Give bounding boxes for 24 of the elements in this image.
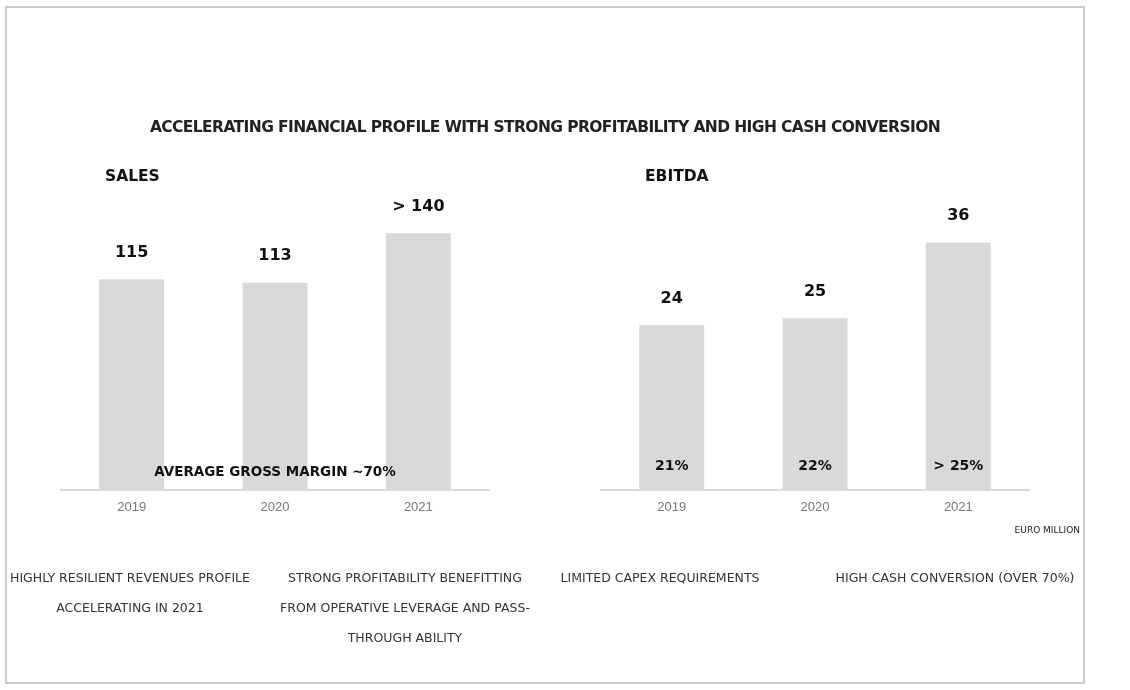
annotation: 22% (798, 457, 832, 473)
text: EURO MILLION (1014, 525, 1080, 535)
data-label: > 140 (392, 195, 445, 215)
x-tick-label: 2019 (117, 499, 147, 514)
annotation: 21% (654, 457, 689, 473)
data-label: 115 (114, 241, 149, 261)
chart-title: SALES (105, 167, 160, 185)
x-tick-label: 2019 (657, 499, 687, 514)
data-label: 113 (258, 245, 292, 265)
annotation: AVERAGE GROSS MARGIN ~70% (154, 463, 397, 479)
data-label: 24 (660, 287, 683, 307)
annotation: > 25% (933, 457, 984, 473)
x-tick-label: 2021 (943, 499, 973, 514)
x-tick-label: 2020 (260, 499, 290, 514)
text: ACCELERATING FINANCIAL PROFILE WITH STRONG PROFITABILITY AND HIGH CASH CONVERSION (148, 118, 942, 136)
x-tick-label: 2020 (800, 499, 830, 514)
text: STRONG PROFITABILITY BENEFITTING FROM OPERATIVE LEVERAGE AND PASS-THROUGH ABILITY (280, 570, 530, 645)
chart-title: EBITDA (645, 167, 709, 185)
x-tick-label: 2021 (403, 499, 433, 514)
text: LIMITED CAPEX REQUIREMENTS (559, 569, 761, 587)
text: HIGHLY RESILIENT REVENUES PROFILE ACCELERATING IN 2021 (10, 570, 250, 615)
data-label: 25 (803, 280, 827, 300)
text: HIGH CASH CONVERSION (OVER 70%) (834, 569, 1076, 587)
data-label: 36 (947, 205, 970, 224)
